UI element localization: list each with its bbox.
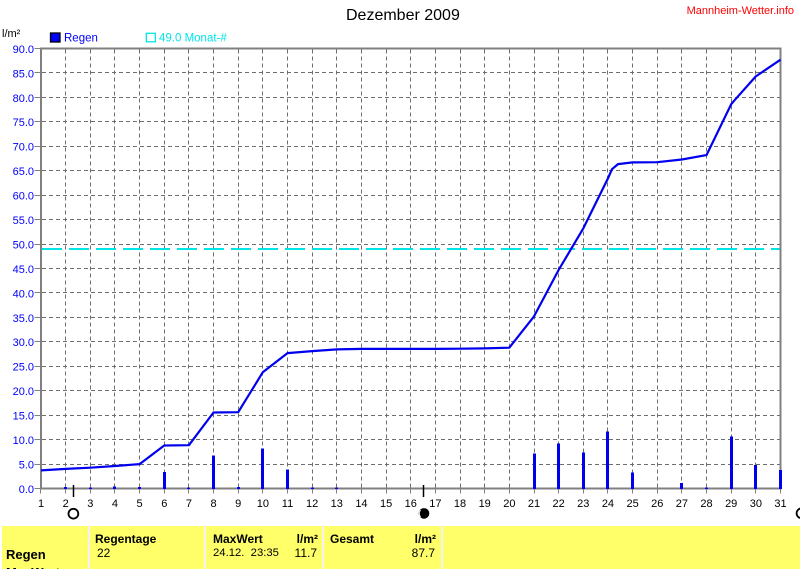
- svg-text:6: 6: [161, 498, 167, 510]
- svg-text:19: 19: [479, 498, 491, 510]
- svg-text:20.0: 20.0: [13, 386, 34, 398]
- svg-text:15: 15: [380, 498, 392, 510]
- svg-text:5: 5: [137, 498, 143, 510]
- svg-text:28: 28: [700, 498, 712, 510]
- svg-text:30: 30: [750, 498, 762, 510]
- svg-text:18: 18: [454, 498, 466, 510]
- svg-text:10: 10: [257, 498, 269, 510]
- svg-text:25: 25: [626, 498, 638, 510]
- svg-text:35.0: 35.0: [13, 313, 34, 325]
- svg-text:10.0: 10.0: [13, 435, 34, 447]
- svg-text:90.0: 90.0: [13, 44, 34, 56]
- svg-text:23: 23: [577, 498, 589, 510]
- svg-text:50.0: 50.0: [13, 239, 34, 251]
- svg-text:2: 2: [63, 498, 69, 510]
- svg-text:0.0: 0.0: [19, 484, 34, 496]
- svg-text:26: 26: [651, 498, 663, 510]
- svg-text:70.0: 70.0: [13, 142, 34, 154]
- svg-text:Regen: Regen: [64, 33, 98, 45]
- svg-text:1: 1: [38, 498, 44, 510]
- svg-text:29: 29: [725, 498, 737, 510]
- svg-text:3: 3: [87, 498, 93, 510]
- svg-text:85.0: 85.0: [13, 68, 34, 80]
- svg-text:11: 11: [282, 498, 293, 510]
- svg-text:65.0: 65.0: [13, 166, 34, 178]
- svg-text:80.0: 80.0: [13, 93, 34, 105]
- svg-text:24: 24: [602, 498, 614, 510]
- svg-text:30.0: 30.0: [13, 337, 34, 349]
- svg-text:14: 14: [355, 498, 367, 510]
- svg-text:25.0: 25.0: [13, 362, 34, 374]
- svg-text:27: 27: [676, 498, 688, 510]
- svg-text:22: 22: [553, 498, 565, 510]
- svg-text:21: 21: [528, 498, 540, 510]
- svg-text:20: 20: [503, 498, 515, 510]
- svg-text:7: 7: [186, 498, 192, 510]
- svg-text:13: 13: [331, 498, 343, 510]
- svg-text:45.0: 45.0: [13, 264, 34, 276]
- svg-text:5.0: 5.0: [19, 460, 34, 472]
- svg-text:40.0: 40.0: [13, 288, 34, 300]
- svg-text:9: 9: [235, 498, 241, 510]
- svg-text:17: 17: [429, 498, 441, 510]
- svg-text:8: 8: [210, 498, 216, 510]
- svg-text:l/m²: l/m²: [2, 28, 21, 40]
- svg-text:60.0: 60.0: [13, 191, 34, 203]
- svg-text:75.0: 75.0: [13, 117, 34, 129]
- svg-text:16: 16: [405, 498, 417, 510]
- svg-text:49.0 Monat-#: 49.0 Monat-#: [159, 33, 227, 45]
- svg-text:12: 12: [306, 498, 318, 510]
- svg-text:15.0: 15.0: [13, 411, 34, 423]
- svg-text:4: 4: [112, 498, 118, 510]
- svg-text:55.0: 55.0: [13, 215, 34, 227]
- svg-text:31: 31: [774, 498, 786, 510]
